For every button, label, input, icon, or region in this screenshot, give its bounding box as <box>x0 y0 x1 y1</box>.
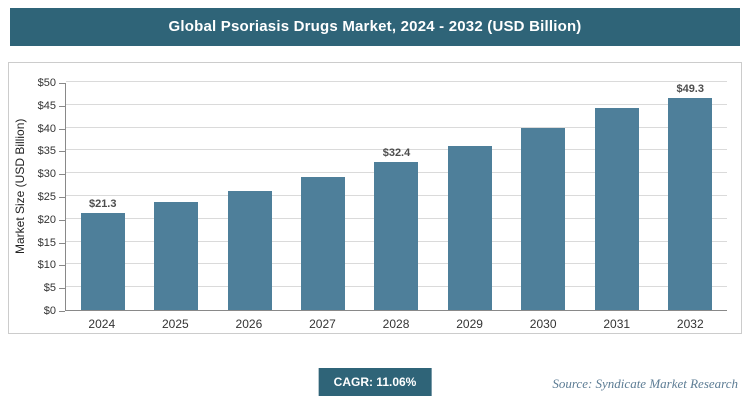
bars-group: $21.3 $32.4 $49.3 <box>66 83 727 310</box>
y-axis-tick-label: $35 <box>31 144 65 158</box>
bar-cell: $21.3 <box>66 83 139 310</box>
y-axis-tick-label: $0 <box>31 304 65 318</box>
gridline <box>66 149 727 151</box>
bar-cell <box>433 83 506 310</box>
chart-container: Market Size (USD Billion) $0 $5 $10 $15 $20 $… <box>8 62 742 334</box>
y-axis-tick-label: $5 <box>31 281 65 295</box>
x-axis-ticks: 2024 2025 2026 2027 2028 2029 2030 2031 2032 <box>65 315 727 333</box>
gridline <box>66 103 727 105</box>
y-axis-tick-label: $30 <box>31 167 65 181</box>
plot-area: $21.3 $32.4 $49.3 <box>65 81 727 311</box>
bar-cell <box>507 83 580 310</box>
x-axis-tick-label: 2031 <box>603 317 631 331</box>
x-axis-tick-label: 2026 <box>235 317 263 331</box>
bar-cell <box>580 83 653 310</box>
x-axis-tick-label: 2028 <box>382 317 410 331</box>
bar-2026 <box>227 190 272 310</box>
x-axis-tick-label: 2030 <box>529 317 557 331</box>
bar-2028 <box>374 162 419 310</box>
y-axis-tick-label: $15 <box>31 236 65 250</box>
bar-2027 <box>301 176 346 310</box>
gridline <box>66 81 727 82</box>
bar-value-label: $32.4 <box>382 147 411 160</box>
source-text: Source: Syndicate Market Research <box>552 376 738 391</box>
bar-cell: $49.3 <box>654 83 727 310</box>
y-axis-tick-label: $45 <box>31 99 65 113</box>
y-axis-ticks: $0 $5 $10 $15 $20 $25 $30 $35 $40 $45 $50 <box>31 77 65 317</box>
y-axis-label: Market Size (USD Billion) <box>13 118 27 254</box>
gridline <box>66 126 727 128</box>
bar-cell <box>139 83 212 310</box>
y-axis-tick-label: $50 <box>31 76 65 90</box>
bar-2024 <box>80 212 125 310</box>
chart-title: Global Psoriasis Drugs Market, 2024 - 20… <box>10 8 740 46</box>
bar-2025 <box>154 201 199 310</box>
bar-cell <box>286 83 359 310</box>
x-axis-tick-label: 2027 <box>309 317 336 331</box>
bar-2030 <box>521 127 566 310</box>
bar-value-label: $49.3 <box>676 83 704 95</box>
y-axis-tick-label: $25 <box>31 190 65 204</box>
x-axis-tick-label: 2032 <box>676 317 704 331</box>
bar-2032 <box>668 98 713 310</box>
y-axis-tick-label: $40 <box>31 122 65 136</box>
bar-value-label: $21.3 <box>88 197 117 210</box>
x-axis-tick-label: 2025 <box>161 317 189 331</box>
x-axis-tick-label: 2024 <box>88 317 116 331</box>
bar-cell <box>213 83 286 310</box>
bar-cell: $32.4 <box>360 83 433 310</box>
y-axis-tick-label: $10 <box>31 258 65 272</box>
y-axis-tick-label: $20 <box>31 213 65 227</box>
cagr-badge: CAGR: 11.06% <box>318 368 432 396</box>
bar-2029 <box>447 145 492 310</box>
x-axis-tick-label: 2029 <box>456 317 483 331</box>
bar-2031 <box>594 107 639 310</box>
